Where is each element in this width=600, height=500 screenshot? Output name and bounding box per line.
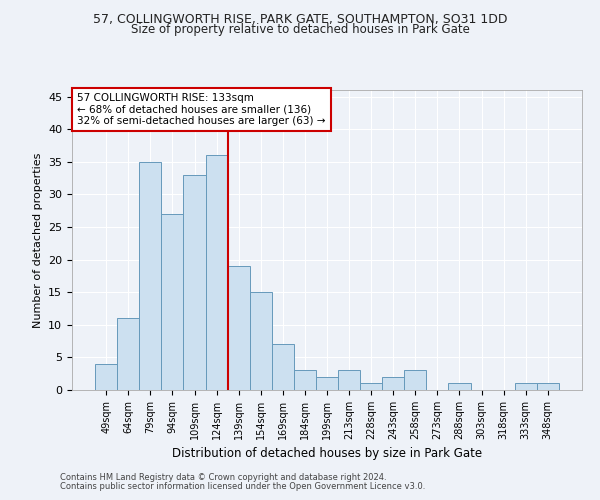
Bar: [139, 162, 161, 390]
Bar: [537, 384, 559, 390]
Bar: [294, 370, 316, 390]
Bar: [206, 155, 227, 390]
Bar: [515, 384, 537, 390]
Bar: [250, 292, 272, 390]
Bar: [404, 370, 427, 390]
Bar: [338, 370, 360, 390]
Text: Size of property relative to detached houses in Park Gate: Size of property relative to detached ho…: [131, 22, 469, 36]
Bar: [448, 384, 470, 390]
Text: Contains public sector information licensed under the Open Government Licence v3: Contains public sector information licen…: [60, 482, 425, 491]
Y-axis label: Number of detached properties: Number of detached properties: [32, 152, 43, 328]
Bar: [95, 364, 117, 390]
Bar: [360, 384, 382, 390]
Bar: [161, 214, 184, 390]
X-axis label: Distribution of detached houses by size in Park Gate: Distribution of detached houses by size …: [172, 448, 482, 460]
Bar: [227, 266, 250, 390]
Text: 57, COLLINGWORTH RISE, PARK GATE, SOUTHAMPTON, SO31 1DD: 57, COLLINGWORTH RISE, PARK GATE, SOUTHA…: [93, 12, 507, 26]
Bar: [316, 377, 338, 390]
Text: Contains HM Land Registry data © Crown copyright and database right 2024.: Contains HM Land Registry data © Crown c…: [60, 474, 386, 482]
Bar: [382, 377, 404, 390]
Bar: [272, 344, 294, 390]
Bar: [117, 318, 139, 390]
Bar: [184, 175, 206, 390]
Text: 57 COLLINGWORTH RISE: 133sqm
← 68% of detached houses are smaller (136)
32% of s: 57 COLLINGWORTH RISE: 133sqm ← 68% of de…: [77, 93, 326, 126]
